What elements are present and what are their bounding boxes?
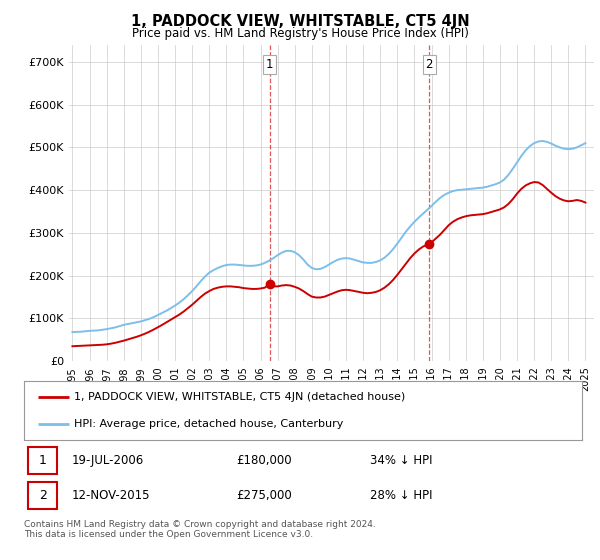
Text: Price paid vs. HM Land Registry's House Price Index (HPI): Price paid vs. HM Land Registry's House …: [131, 27, 469, 40]
Text: £275,000: £275,000: [236, 489, 292, 502]
Text: 19-JUL-2006: 19-JUL-2006: [71, 454, 143, 467]
Text: 28% ↓ HPI: 28% ↓ HPI: [370, 489, 433, 502]
Text: £180,000: £180,000: [236, 454, 292, 467]
Text: Contains HM Land Registry data © Crown copyright and database right 2024.
This d: Contains HM Land Registry data © Crown c…: [24, 520, 376, 539]
FancyBboxPatch shape: [28, 482, 58, 509]
Text: 2: 2: [425, 58, 433, 71]
Text: 1, PADDOCK VIEW, WHITSTABLE, CT5 4JN: 1, PADDOCK VIEW, WHITSTABLE, CT5 4JN: [131, 14, 469, 29]
Text: 2: 2: [39, 489, 47, 502]
FancyBboxPatch shape: [28, 447, 58, 474]
Text: 1, PADDOCK VIEW, WHITSTABLE, CT5 4JN (detached house): 1, PADDOCK VIEW, WHITSTABLE, CT5 4JN (de…: [74, 391, 406, 402]
Text: 1: 1: [39, 454, 47, 467]
Text: HPI: Average price, detached house, Canterbury: HPI: Average price, detached house, Cant…: [74, 419, 344, 429]
Text: 1: 1: [266, 58, 274, 71]
Text: 34% ↓ HPI: 34% ↓ HPI: [370, 454, 433, 467]
Text: 12-NOV-2015: 12-NOV-2015: [71, 489, 150, 502]
